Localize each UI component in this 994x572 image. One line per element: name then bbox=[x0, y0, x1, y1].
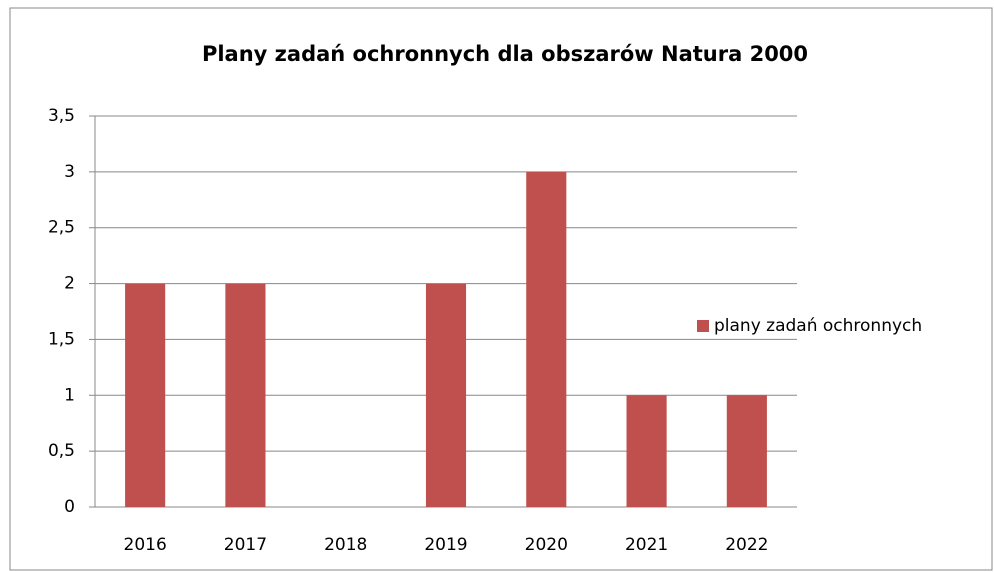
chart-frame bbox=[9, 7, 993, 571]
y-tick-label: 2 bbox=[64, 274, 75, 294]
y-tick-label: 3 bbox=[64, 162, 75, 182]
y-tick-label: 0,5 bbox=[48, 441, 75, 461]
bar bbox=[626, 395, 667, 507]
bar bbox=[425, 283, 467, 507]
bar bbox=[726, 395, 767, 507]
legend-swatch bbox=[697, 320, 709, 332]
y-tick-label: 1 bbox=[64, 385, 75, 405]
bar bbox=[526, 171, 567, 507]
x-tick-label: 2018 bbox=[324, 535, 367, 555]
bar bbox=[225, 283, 266, 507]
x-tick-label: 2019 bbox=[424, 535, 467, 555]
y-tick-label: 1,5 bbox=[48, 329, 75, 349]
chart-title: Plany zadań ochronnych dla obszarów Natu… bbox=[202, 42, 808, 66]
x-tick-label: 2016 bbox=[124, 535, 167, 555]
legend-label: plany zadań ochronnych bbox=[714, 316, 922, 336]
bar bbox=[125, 283, 166, 507]
y-tick-label: 0 bbox=[64, 497, 75, 517]
y-tick-label: 3,5 bbox=[48, 106, 75, 126]
x-tick-label: 2017 bbox=[224, 535, 267, 555]
y-tick-label: 2,5 bbox=[48, 218, 75, 238]
x-tick-label: 2020 bbox=[525, 535, 568, 555]
x-tick-label: 2021 bbox=[625, 535, 668, 555]
x-tick-label: 2022 bbox=[725, 535, 768, 555]
